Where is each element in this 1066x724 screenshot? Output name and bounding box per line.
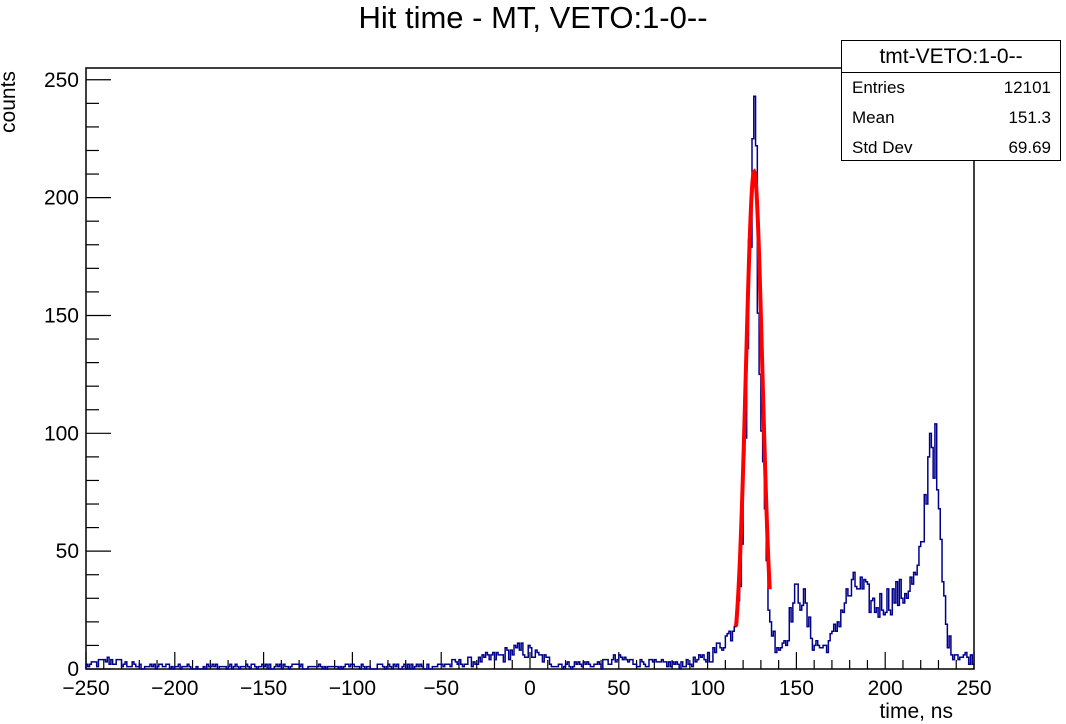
x-tick-label: 50 [607, 677, 630, 700]
y-tick-label: 250 [44, 69, 79, 92]
x-tick-label: −150 [240, 677, 287, 700]
stats-label: Entries [852, 78, 905, 97]
stats-value: 151.3 [1008, 108, 1051, 127]
stats-row-stddev: Std Dev 69.69 [842, 133, 1060, 163]
stats-row-entries: Entries 12101 [842, 73, 1060, 103]
x-tick-label: 250 [956, 677, 991, 700]
x-tick-label: −100 [329, 677, 376, 700]
stats-label: Mean [852, 108, 895, 127]
stats-value: 69.69 [1008, 138, 1051, 157]
x-tick-label: −200 [151, 677, 198, 700]
chart-title: Hit time - MT, VETO:1-0-- [358, 0, 707, 35]
stats-title: tmt-VETO:1-0-- [842, 41, 1060, 73]
axis-tick-labels: −250 −200 −150 −100 −50 0 50 100 150 200 250 0 50 100… [44, 69, 992, 700]
y-tick-label: 100 [44, 422, 79, 445]
x-tick-label: −50 [423, 677, 459, 700]
x-tick-label: 150 [779, 677, 814, 700]
x-axis-label: time, ns [879, 700, 953, 723]
y-tick-label: 50 [56, 540, 79, 563]
y-tick-label: 150 [44, 304, 79, 327]
y-tick-label: 0 [67, 658, 79, 681]
axis-ticks [85, 79, 975, 670]
x-tick-label: 100 [690, 677, 725, 700]
stats-label: Std Dev [852, 138, 913, 157]
y-tick-label: 200 [44, 187, 79, 210]
stats-box: tmt-VETO:1-0-- Entries 12101 Mean 151.3 … [841, 40, 1061, 161]
stats-value: 12101 [1003, 78, 1051, 97]
x-tick-label: 200 [868, 677, 903, 700]
stats-row-mean: Mean 151.3 [842, 103, 1060, 133]
gaussian-fit-curve [734, 168, 772, 627]
y-axis-label: counts [0, 71, 20, 133]
histogram-series [85, 95, 974, 670]
x-tick-label: −250 [62, 677, 109, 700]
x-tick-label: 0 [524, 677, 536, 700]
